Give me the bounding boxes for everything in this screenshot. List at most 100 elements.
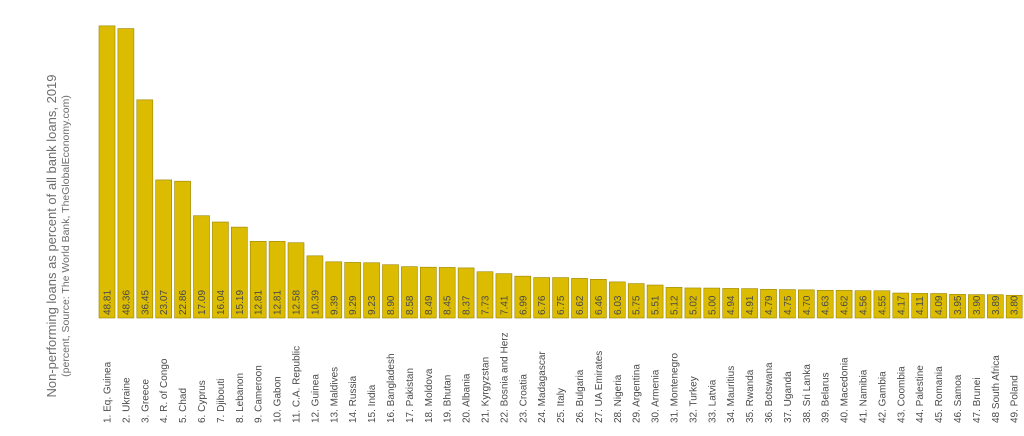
category-label: 33. Latvia (707, 379, 718, 423)
category-label: 13. Maldives (329, 367, 340, 423)
category-label: 31. Montenegro (670, 353, 681, 423)
bar-value-label: 12.81 (254, 290, 265, 315)
category-label: 12. Guinea (310, 374, 321, 423)
y-axis-title: Non-performing loans as percent of all b… (44, 74, 72, 397)
bar-value-label: 4.09 (934, 295, 945, 315)
bar-value-label: 6.75 (556, 295, 567, 315)
bar-value-label: 4.79 (764, 295, 775, 315)
bar-value-label: 12.81 (273, 290, 284, 315)
bar-value-label: 7.41 (499, 295, 510, 315)
category-label: 49. Poland (1010, 375, 1021, 423)
bar (627, 283, 645, 319)
bar (797, 289, 815, 319)
bar-value-label: 10.39 (310, 290, 321, 315)
bar (212, 221, 229, 319)
bar (968, 294, 985, 319)
bar (401, 266, 418, 319)
value-labels-group: 48.81 48.36 36.45 23.07 22.86 17.09 16.04 15.19… (103, 290, 1021, 315)
bar (419, 266, 437, 319)
bar (873, 290, 891, 319)
category-label: 21. Kyrgyzstan (481, 357, 492, 423)
bar (363, 262, 380, 319)
bar-value-label: 23.07 (159, 290, 170, 315)
bar-value-label: 48.36 (121, 290, 132, 315)
category-label: 27. UA Emirates (594, 351, 605, 423)
bar-value-label: 15.19 (235, 290, 246, 315)
category-label: 43. Coombia (896, 366, 907, 423)
category-label: 29. Argentina (632, 364, 643, 423)
bar-value-label: 6.46 (594, 295, 605, 315)
chart-title: Non-performing loans as percent of all b… (44, 74, 59, 397)
bar (382, 264, 399, 319)
category-label: 35. Rwanda (745, 369, 756, 423)
category-label: 11. C.A. Republic (292, 346, 303, 423)
bar-value-label: 4.17 (896, 295, 907, 315)
bar-value-label: 9.23 (367, 295, 378, 315)
category-label: 44. Palestine (915, 365, 926, 423)
bar (854, 290, 872, 319)
bar (533, 277, 551, 319)
bar (835, 290, 853, 319)
bar (608, 281, 626, 319)
bar-value-label: 48.81 (103, 290, 114, 315)
bar-value-label: 22.86 (178, 290, 189, 315)
category-label: 46. Samoa (953, 374, 964, 423)
chart-subtitle: (percent, Source: The World Bank, TheGlo… (60, 95, 72, 377)
category-label: 36. Botswana (764, 362, 775, 423)
bar-value-label: 12.58 (292, 290, 303, 315)
bar (344, 262, 362, 319)
category-label: 8. Lebanon (235, 373, 246, 423)
category-label: 2. Ukraine (121, 377, 132, 423)
bar (495, 273, 513, 319)
bar (476, 271, 494, 319)
category-label: 48 South Africa (991, 355, 1002, 423)
bar-value-label: 4.11 (915, 296, 926, 315)
category-label: 40. Macedonia (840, 357, 851, 423)
bar (174, 180, 191, 319)
bar-value-label: 6.99 (518, 295, 529, 315)
category-label: 5. Chad (178, 388, 189, 423)
category-label: 38. Sri Lanka (802, 364, 813, 423)
bar-value-label: 4.75 (783, 295, 794, 315)
bar-value-label: 5.12 (670, 295, 681, 315)
category-label: 22. Bosnia and Herz (499, 332, 510, 423)
category-label: 42. Gambia (877, 371, 888, 423)
bar-value-label: 9.29 (348, 295, 359, 315)
category-label: 3. Greece (140, 379, 151, 423)
bar (193, 215, 210, 319)
bar-value-label: 3.80 (1010, 295, 1021, 315)
bar (514, 275, 532, 319)
bar (590, 279, 607, 319)
bar (684, 287, 702, 319)
bar (155, 179, 172, 319)
bar-value-label: 3.95 (953, 295, 964, 315)
category-label: 47. Brunei (972, 377, 983, 423)
category-label: 24. Madagascar (537, 351, 548, 423)
category-label: 32. Turkey (688, 376, 699, 423)
bar-value-label: 5.00 (707, 295, 718, 315)
category-label: 18. Moldova (424, 368, 435, 423)
bar (779, 289, 796, 319)
bar-value-label: 4.70 (802, 295, 813, 315)
bar (816, 289, 834, 319)
category-label: 41. Namibia (859, 369, 870, 423)
bar (1005, 294, 1023, 319)
bar-value-label: 8.58 (405, 295, 416, 315)
bar (911, 293, 929, 319)
bar (892, 292, 910, 319)
bar (325, 261, 343, 319)
bar-value-label: 6.76 (537, 295, 548, 315)
bar (949, 294, 966, 319)
category-label: 26. Bulgaria (575, 369, 586, 423)
category-labels-group: 1. Eq. Guinea 2. Ukraine 3. Greece 4. R. of… (103, 332, 1021, 423)
category-label: 28. Nigeria (613, 374, 624, 423)
bar-value-label: 4.63 (821, 295, 832, 315)
bar-value-label: 4.91 (745, 295, 756, 315)
bar-value-label: 5.75 (632, 295, 643, 315)
bar-value-label: 4.62 (840, 295, 851, 315)
bar-value-label: 6.62 (575, 295, 586, 315)
bar (231, 226, 248, 319)
category-label: 1. Eq. Guinea (103, 361, 114, 423)
bar (722, 288, 740, 319)
